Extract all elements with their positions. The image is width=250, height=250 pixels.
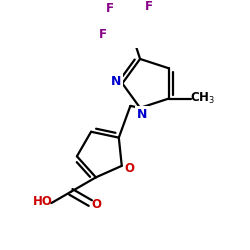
Text: HO: HO — [33, 195, 53, 208]
Text: N: N — [111, 75, 121, 88]
Text: N: N — [111, 75, 121, 88]
Text: CH$_3$: CH$_3$ — [190, 91, 215, 106]
Text: F: F — [98, 28, 106, 41]
Text: F: F — [106, 2, 114, 15]
Text: F: F — [144, 0, 152, 13]
Text: O: O — [92, 198, 102, 211]
Text: O: O — [124, 162, 134, 175]
Text: N: N — [136, 108, 147, 121]
Text: N: N — [136, 108, 147, 121]
